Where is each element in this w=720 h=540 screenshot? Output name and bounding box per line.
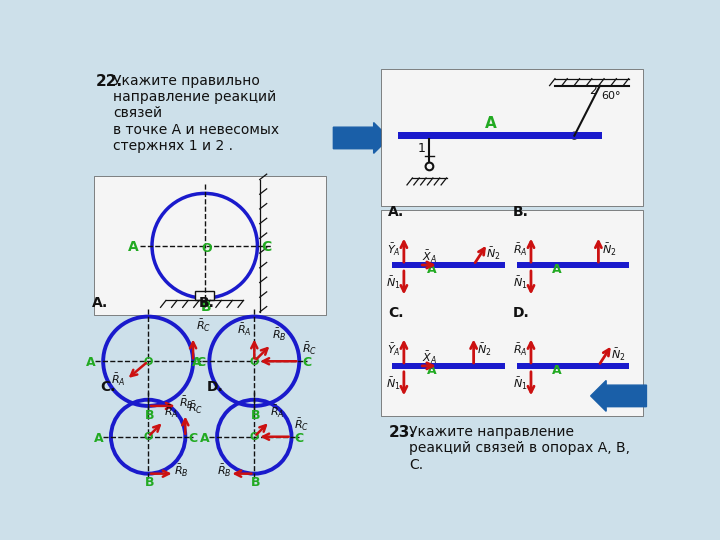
Text: B: B xyxy=(145,409,154,422)
Text: $\bar{N}_1$: $\bar{N}_1$ xyxy=(513,376,528,393)
FancyArrow shape xyxy=(590,381,647,411)
Text: A.: A. xyxy=(388,205,405,219)
Bar xyxy=(195,291,214,300)
Text: D.: D. xyxy=(513,306,530,320)
Text: O: O xyxy=(250,433,259,442)
Text: C: C xyxy=(261,240,272,254)
Bar xyxy=(392,262,505,268)
Text: 22.: 22. xyxy=(96,74,123,89)
Text: $\bar{Y}_A$: $\bar{Y}_A$ xyxy=(387,342,400,359)
Text: $\bar{R}_A$: $\bar{R}_A$ xyxy=(111,372,125,388)
Text: B: B xyxy=(251,476,261,489)
Bar xyxy=(382,210,644,416)
Text: A: A xyxy=(552,363,562,376)
Text: A: A xyxy=(427,262,437,276)
Text: O: O xyxy=(201,241,212,254)
Text: B.: B. xyxy=(513,205,529,219)
Text: A: A xyxy=(485,116,497,131)
Text: 23.: 23. xyxy=(388,425,415,440)
Bar xyxy=(94,177,326,315)
Bar xyxy=(517,363,629,369)
Text: $\bar{N}_1$: $\bar{N}_1$ xyxy=(386,275,400,292)
Text: O: O xyxy=(143,357,153,367)
Text: $\bar{R}_A$: $\bar{R}_A$ xyxy=(513,241,528,258)
Text: B: B xyxy=(251,409,261,422)
Text: C: C xyxy=(294,432,304,445)
Bar xyxy=(382,69,644,206)
Text: A.: A. xyxy=(92,296,109,310)
Text: B: B xyxy=(145,476,154,489)
Text: A: A xyxy=(427,363,437,376)
Text: $\bar{N}_2$: $\bar{N}_2$ xyxy=(611,347,626,363)
Text: 1: 1 xyxy=(418,142,426,155)
FancyArrow shape xyxy=(333,123,389,153)
Text: $\bar{X}_A$: $\bar{X}_A$ xyxy=(422,249,437,265)
Text: $\bar{N}_2$: $\bar{N}_2$ xyxy=(487,246,501,262)
Text: C: C xyxy=(302,356,312,369)
Text: A: A xyxy=(200,432,210,445)
Text: 60°: 60° xyxy=(601,91,621,102)
Text: O: O xyxy=(250,357,259,367)
Text: $\bar{R}_A$: $\bar{R}_A$ xyxy=(163,404,179,421)
Bar xyxy=(398,132,601,139)
Text: $\bar{N}_2$: $\bar{N}_2$ xyxy=(477,342,492,359)
Text: $\bar{R}_C$: $\bar{R}_C$ xyxy=(294,417,309,433)
Text: $\bar{R}_A$: $\bar{R}_A$ xyxy=(238,322,252,338)
Text: C.: C. xyxy=(388,306,404,320)
Text: $\bar{R}_C$: $\bar{R}_C$ xyxy=(196,318,212,334)
Text: A: A xyxy=(128,240,139,254)
Text: B: B xyxy=(201,300,212,314)
Text: $\bar{Y}_A$: $\bar{Y}_A$ xyxy=(387,241,400,258)
Text: $\bar{R}_A$: $\bar{R}_A$ xyxy=(270,404,284,421)
Text: $\bar{R}_B$: $\bar{R}_B$ xyxy=(272,327,287,343)
Text: A: A xyxy=(86,356,96,369)
Text: D.: D. xyxy=(206,380,223,394)
Text: A: A xyxy=(94,432,104,445)
Text: $\bar{R}_B$: $\bar{R}_B$ xyxy=(217,463,232,479)
Text: $\bar{R}_B$: $\bar{R}_B$ xyxy=(179,395,194,411)
Text: Укажите направление
реакций связей в опорах А, В,
С.: Укажите направление реакций связей в опо… xyxy=(409,425,630,471)
Text: $\bar{N}_2$: $\bar{N}_2$ xyxy=(602,241,616,258)
Text: $\bar{R}_C$: $\bar{R}_C$ xyxy=(302,341,317,357)
Text: B.: B. xyxy=(199,296,215,310)
Text: $\bar{R}_B$: $\bar{R}_B$ xyxy=(174,463,189,479)
Text: $\bar{X}_A$: $\bar{X}_A$ xyxy=(422,350,437,366)
Text: $\bar{R}_C$: $\bar{R}_C$ xyxy=(188,400,203,416)
Text: C.: C. xyxy=(100,380,116,394)
Text: A: A xyxy=(552,262,562,276)
Text: Укажите правильно
направление реакций
связей
в точке А и невесомых
стержнях 1 и : Укажите правильно направление реакций св… xyxy=(113,74,279,153)
Text: $\bar{R}_A$: $\bar{R}_A$ xyxy=(513,342,528,359)
Text: A: A xyxy=(192,356,202,369)
Text: $\bar{N}_1$: $\bar{N}_1$ xyxy=(386,376,400,393)
Bar xyxy=(392,363,505,369)
Text: 2: 2 xyxy=(589,84,597,97)
Text: O: O xyxy=(143,433,153,442)
Text: C: C xyxy=(197,356,205,369)
Bar xyxy=(517,262,629,268)
Text: C: C xyxy=(189,432,197,445)
Text: $\bar{N}_1$: $\bar{N}_1$ xyxy=(513,275,528,292)
